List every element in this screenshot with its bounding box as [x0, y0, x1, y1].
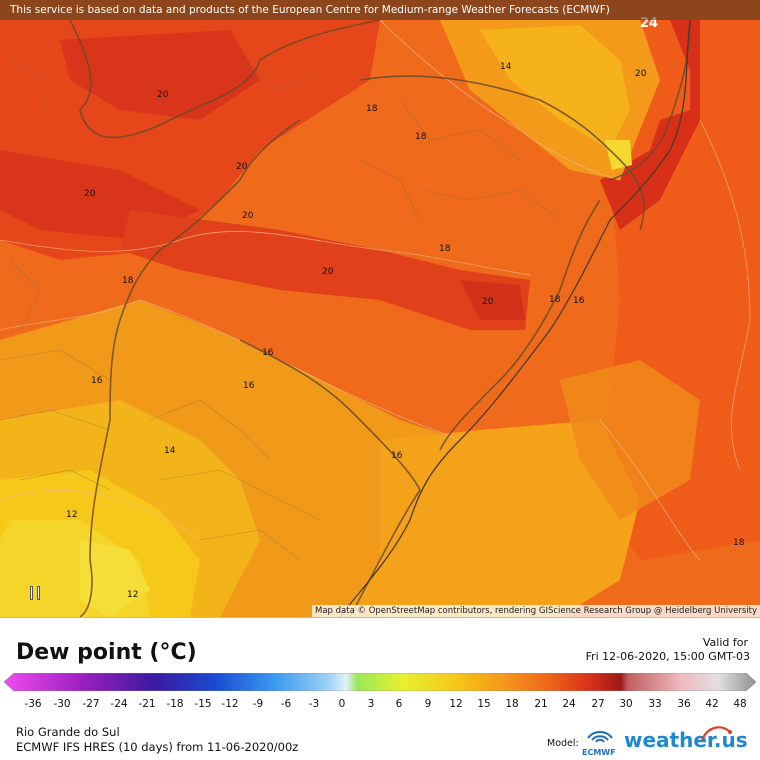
- contour-label: 16: [262, 348, 274, 358]
- model-label: Model:: [547, 738, 579, 749]
- contour-label: 18: [733, 538, 745, 548]
- scale-label: -21: [138, 698, 156, 710]
- scale-label: 9: [424, 698, 432, 710]
- scale-label: -27: [82, 698, 100, 710]
- dew-point-map: [0, 19, 760, 617]
- contour-label: 20: [236, 162, 248, 172]
- contour-label: 14: [164, 446, 176, 456]
- valid-label: Valid for: [702, 636, 748, 649]
- contour-label: 20: [322, 267, 334, 277]
- contour-label: 18: [366, 104, 378, 114]
- scale-label: 33: [648, 698, 662, 710]
- ecmwf-disclaimer-banner: This service is based on data and produc…: [0, 0, 760, 20]
- scale-label: 21: [534, 698, 548, 710]
- scale-label: -18: [166, 698, 184, 710]
- contour-label: 20: [482, 297, 494, 307]
- region-name: Rio Grande do Sul: [16, 725, 120, 739]
- scale-label: 27: [591, 698, 605, 710]
- scale-label: -24: [110, 698, 128, 710]
- model-run-info: ECMWF IFS HRES (10 days) from 11-06-2020…: [16, 740, 299, 754]
- contour-label: 16: [243, 381, 255, 391]
- dew-point-colorbar: [4, 673, 756, 691]
- contour-label: 14: [500, 62, 512, 72]
- ecmwf-logo-icon: [587, 731, 613, 743]
- contour-label: 16: [391, 451, 403, 461]
- contour-label: 18: [439, 244, 451, 254]
- contour-label: 20: [242, 211, 254, 221]
- scale-label: 6: [395, 698, 403, 710]
- scale-label: -15: [194, 698, 212, 710]
- scale-label: 3: [367, 698, 375, 710]
- weather-us-swirl-icon: [700, 726, 732, 741]
- legend-title: Dew point (°C): [16, 640, 197, 665]
- scale-label: -9: [252, 698, 264, 710]
- scale-label: 30: [619, 698, 633, 710]
- contour-label: 18: [549, 295, 561, 305]
- contour-label: 12: [66, 510, 78, 520]
- contour-label: 20: [157, 90, 169, 100]
- valid-time: Fri 12-06-2020, 15:00 GMT-03: [585, 650, 750, 663]
- scale-label: 12: [449, 698, 463, 710]
- scale-label: 24: [562, 698, 576, 710]
- contour-label: 18: [415, 132, 427, 142]
- scale-label: 42: [705, 698, 719, 710]
- scale-label: 18: [505, 698, 519, 710]
- scale-label: -3: [308, 698, 320, 710]
- scale-label: -36: [24, 698, 42, 710]
- pause-icon[interactable]: [30, 586, 44, 600]
- contour-label: 12: [127, 590, 139, 600]
- contour-label: 20: [635, 69, 647, 79]
- scale-label: -6: [280, 698, 292, 710]
- scale-label: 15: [477, 698, 491, 710]
- scale-label: -12: [221, 698, 239, 710]
- contour-label: 20: [84, 189, 96, 199]
- legend-panel: Dew point (°C) Valid for Fri 12-06-2020,…: [0, 617, 760, 760]
- scale-label: 48: [733, 698, 747, 710]
- ecmwf-logo-text: ECMWF: [582, 748, 616, 757]
- contour-label: 16: [573, 296, 585, 306]
- scale-label: -30: [53, 698, 71, 710]
- scale-label: 36: [677, 698, 691, 710]
- weather-us-logo[interactable]: weather.us: [624, 728, 748, 752]
- map-attribution: Map data © OpenStreetMap contributors, r…: [312, 605, 760, 617]
- contour-label: 18: [122, 276, 134, 286]
- map-panel[interactable]: 24 20 14 20 18 18 20 20 20 18 20 18 16 1…: [0, 0, 760, 617]
- scale-label: 0: [338, 698, 346, 710]
- contour-label: 16: [91, 376, 103, 386]
